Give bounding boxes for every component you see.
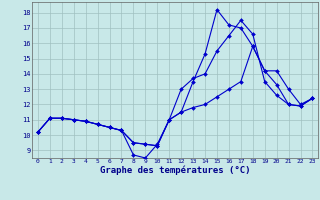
X-axis label: Graphe des températures (°C): Graphe des températures (°C) — [100, 166, 251, 175]
